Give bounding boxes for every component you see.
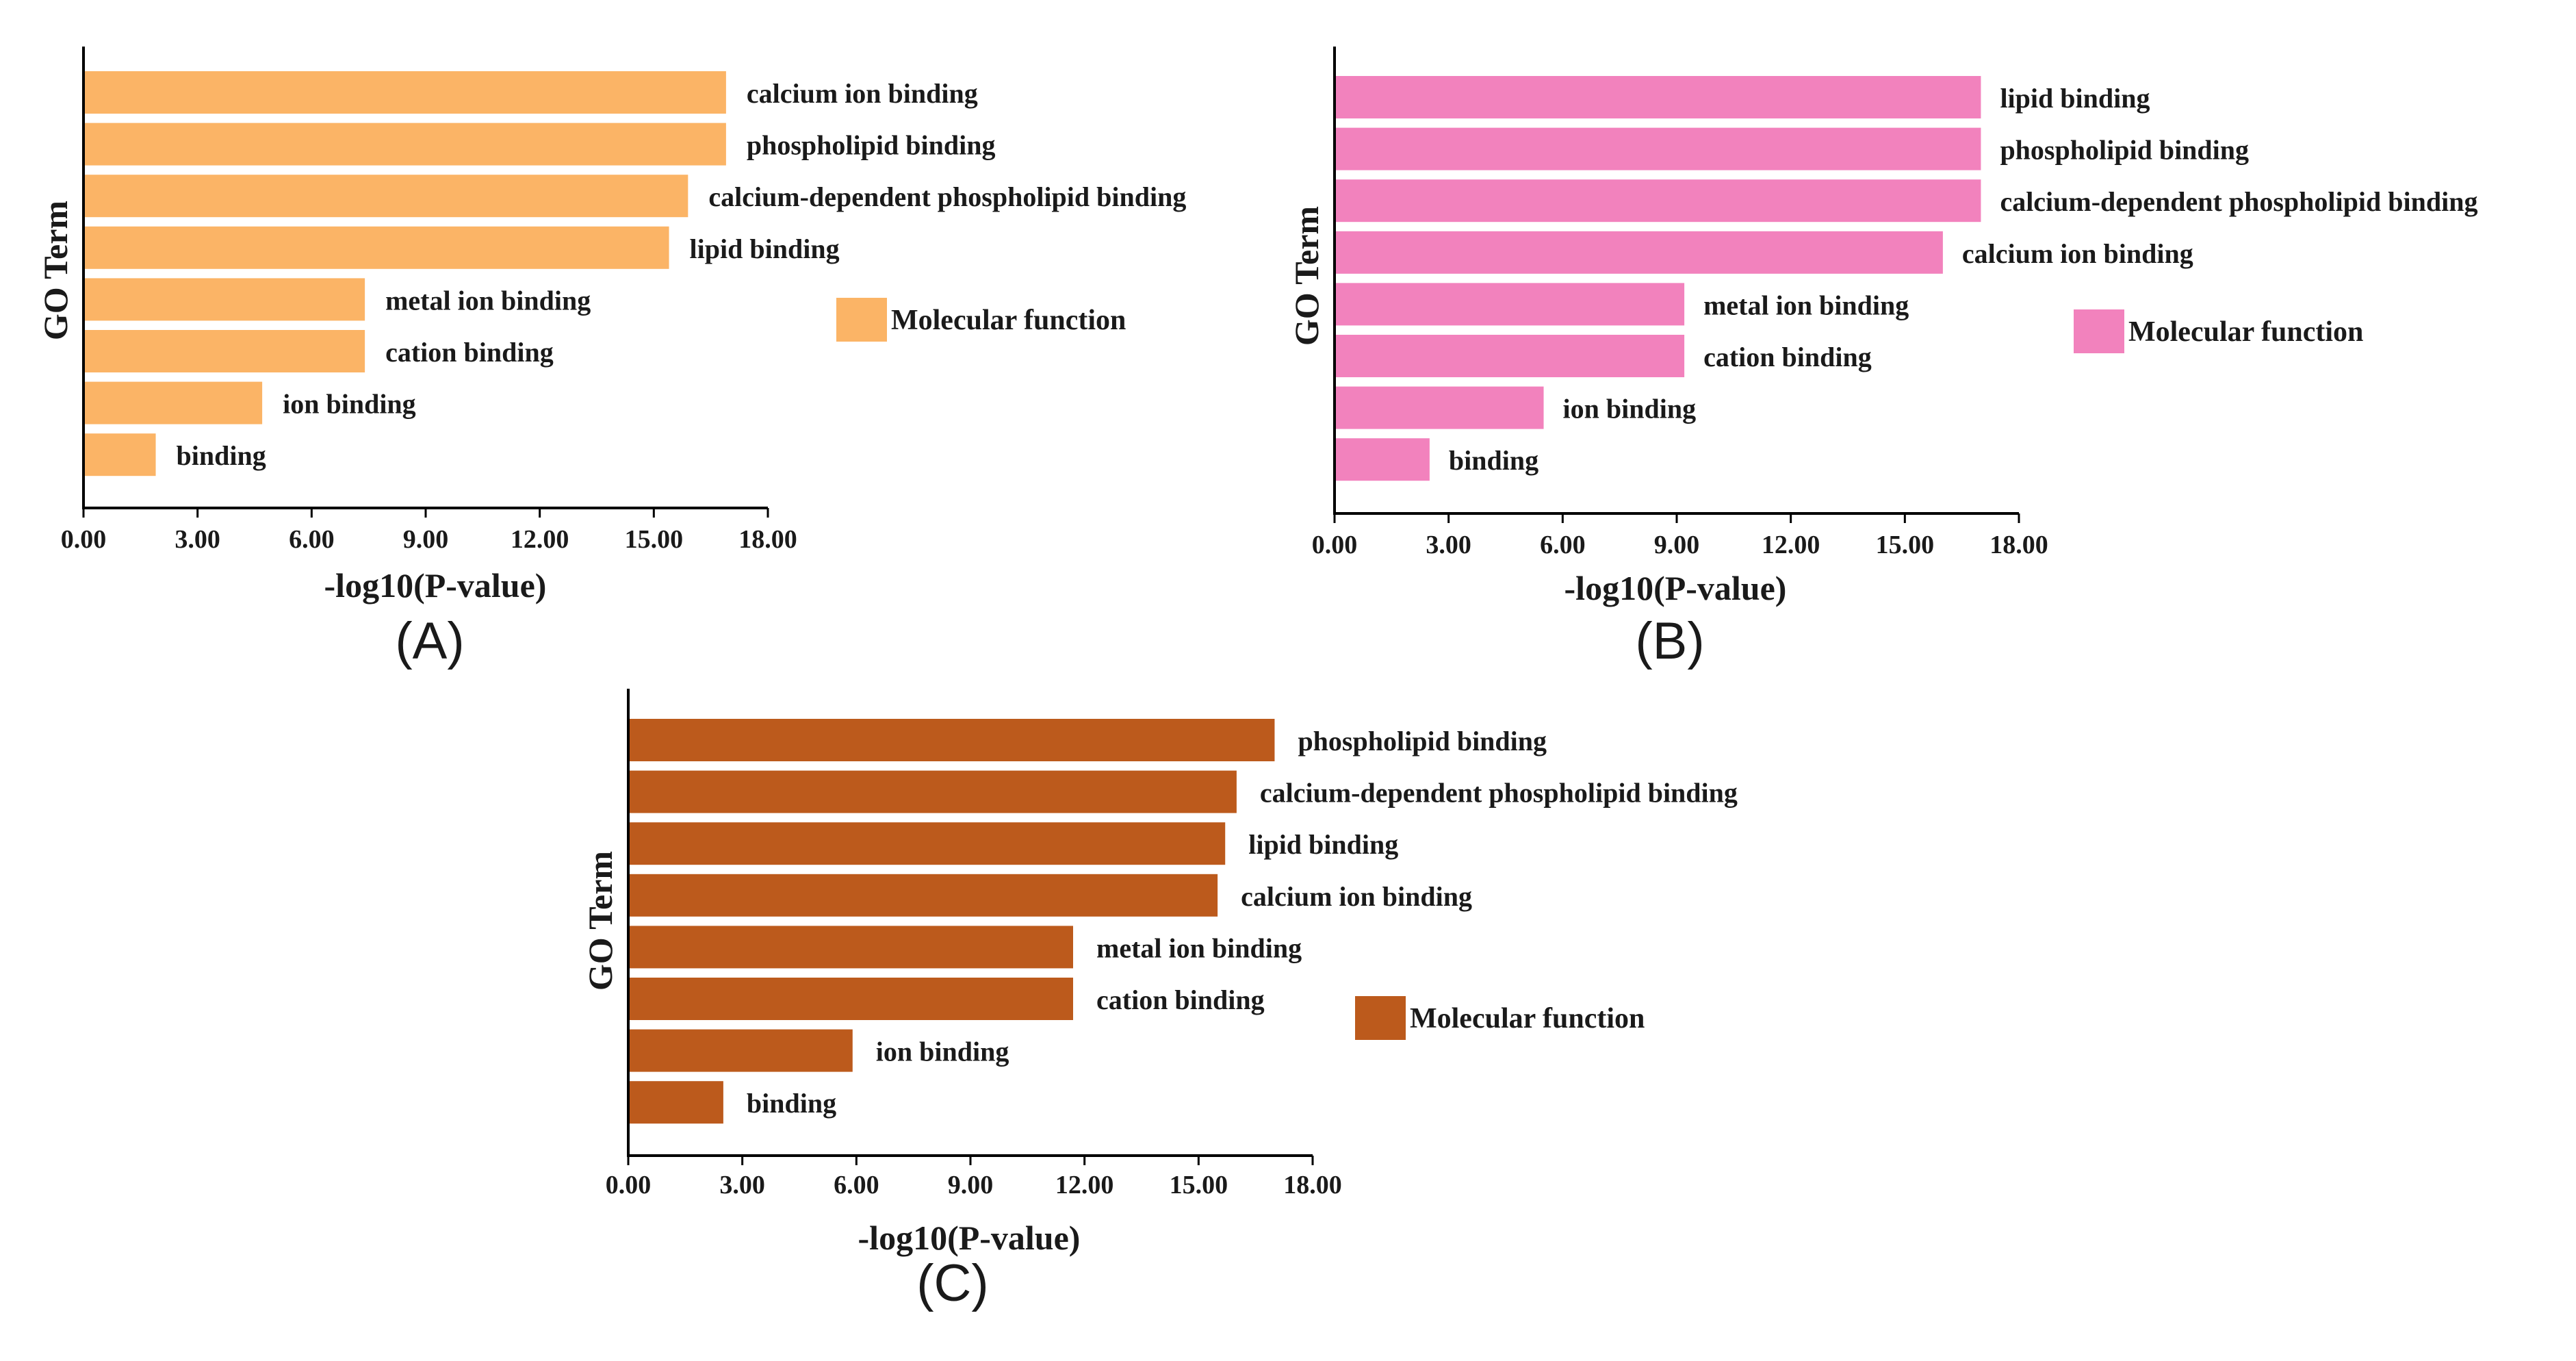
x-tick-label-2: 6.00 (834, 1171, 879, 1199)
bar-label-0: calcium ion binding (747, 78, 978, 109)
bar-label-0: phospholipid binding (1298, 726, 1547, 756)
bar-label-5: cation binding (1703, 342, 1872, 372)
x-tick-label-0: 0.00 (61, 525, 107, 554)
bar-label-1: phospholipid binding (747, 130, 996, 161)
legend-swatch (1355, 996, 1406, 1040)
bar-4 (1335, 283, 1685, 326)
x-tick-label-4: 12.00 (1055, 1171, 1114, 1199)
bar-label-2: calcium-dependent phospholipid binding (2000, 186, 2477, 217)
bar-label-4: metal ion binding (385, 285, 591, 316)
x-tick-label-6: 18.00 (738, 525, 797, 554)
bar-label-7: binding (747, 1088, 836, 1119)
bar-2 (628, 822, 1226, 865)
bar-label-6: ion binding (283, 389, 416, 420)
x-tick-label-6: 18.00 (1989, 531, 2048, 559)
legend-swatch (836, 298, 887, 342)
bar-label-7: binding (177, 440, 266, 471)
x-tick-label-2: 6.00 (1540, 531, 1586, 559)
bar-label-2: lipid binding (1248, 829, 1398, 860)
x-tick-label-6: 18.00 (1283, 1171, 1342, 1199)
x-axis-label: -log10(P-value) (858, 1219, 1081, 1257)
x-axis-label: -log10(P-value) (1564, 569, 1787, 607)
x-tick-label-3: 9.00 (403, 525, 449, 554)
bar-label-4: metal ion binding (1703, 290, 1909, 320)
x-tick-label-2: 6.00 (289, 525, 335, 554)
x-tick-label-5: 15.00 (625, 525, 684, 554)
x-tick-label-3: 9.00 (1654, 531, 1700, 559)
bar-3 (83, 226, 669, 269)
bar-5 (83, 330, 365, 372)
panel-label: (B) (1635, 612, 1704, 670)
bar-1 (628, 770, 1237, 813)
y-axis-label: GO Term (581, 851, 619, 991)
x-tick-label-1: 3.00 (719, 1171, 765, 1199)
bar-7 (628, 1081, 723, 1124)
bar-label-6: ion binding (876, 1036, 1009, 1067)
panel-c: phospholipid binding calcium-dependent ph… (581, 689, 1738, 1312)
bar-label-5: cation binding (1096, 984, 1265, 1015)
x-tick-label-5: 15.00 (1170, 1171, 1228, 1199)
bar-1 (1335, 127, 1981, 170)
panel-a: calcium ion binding phospholipid binding c… (36, 47, 1186, 670)
bar-label-6: ion binding (1563, 394, 1697, 424)
bar-5 (628, 978, 1073, 1020)
legend-label: Molecular function (1410, 1003, 1645, 1034)
bar-label-1: calcium-dependent phospholipid binding (1260, 778, 1738, 809)
bar-7 (83, 433, 156, 476)
x-tick-label-0: 0.00 (606, 1171, 652, 1199)
bar-label-4: metal ion binding (1096, 932, 1302, 963)
bar-3 (1335, 231, 1943, 274)
bar-label-0: lipid binding (2000, 83, 2150, 114)
panel-label: (C) (916, 1254, 989, 1312)
panel-label: (A) (395, 612, 464, 670)
bar-1 (83, 123, 726, 166)
x-tick-label-1: 3.00 (1426, 531, 1471, 559)
y-axis-label: GO Term (1287, 206, 1326, 346)
x-tick-label-5: 15.00 (1876, 531, 1935, 559)
bar-6 (1335, 386, 1544, 429)
bar-3 (628, 874, 1218, 917)
bar-0 (628, 719, 1275, 761)
bar-label-7: binding (1449, 445, 1538, 476)
bar-label-3: calcium ion binding (1962, 238, 2193, 269)
bar-label-3: calcium ion binding (1241, 881, 1472, 912)
bar-label-5: cation binding (385, 337, 554, 368)
bar-0 (83, 71, 726, 114)
bar-label-3: lipid binding (690, 233, 840, 264)
bar-6 (83, 381, 263, 424)
legend-label: Molecular function (2128, 316, 2363, 348)
bar-2 (1335, 179, 1981, 222)
bar-4 (628, 926, 1073, 969)
y-axis-label: GO Term (36, 201, 75, 340)
x-tick-label-3: 9.00 (948, 1171, 994, 1199)
bar-7 (1335, 438, 1430, 481)
panel-b: lipid binding phospholipid binding calcium… (1287, 47, 2477, 670)
bar-label-1: phospholipid binding (2000, 135, 2249, 166)
x-tick-label-4: 12.00 (1762, 531, 1820, 559)
legend-swatch (2074, 309, 2124, 353)
bar-2 (83, 175, 688, 218)
bar-4 (83, 278, 365, 321)
legend-label: Molecular function (891, 305, 1126, 336)
x-tick-label-0: 0.00 (1312, 531, 1358, 559)
bar-6 (628, 1029, 853, 1072)
x-tick-label-1: 3.00 (175, 525, 220, 554)
x-axis-label: -log10(P-value) (324, 566, 547, 605)
bar-label-2: calcium-dependent phospholipid binding (708, 181, 1186, 212)
bar-0 (1335, 76, 1981, 118)
x-tick-label-4: 12.00 (511, 525, 569, 554)
bar-5 (1335, 335, 1685, 377)
